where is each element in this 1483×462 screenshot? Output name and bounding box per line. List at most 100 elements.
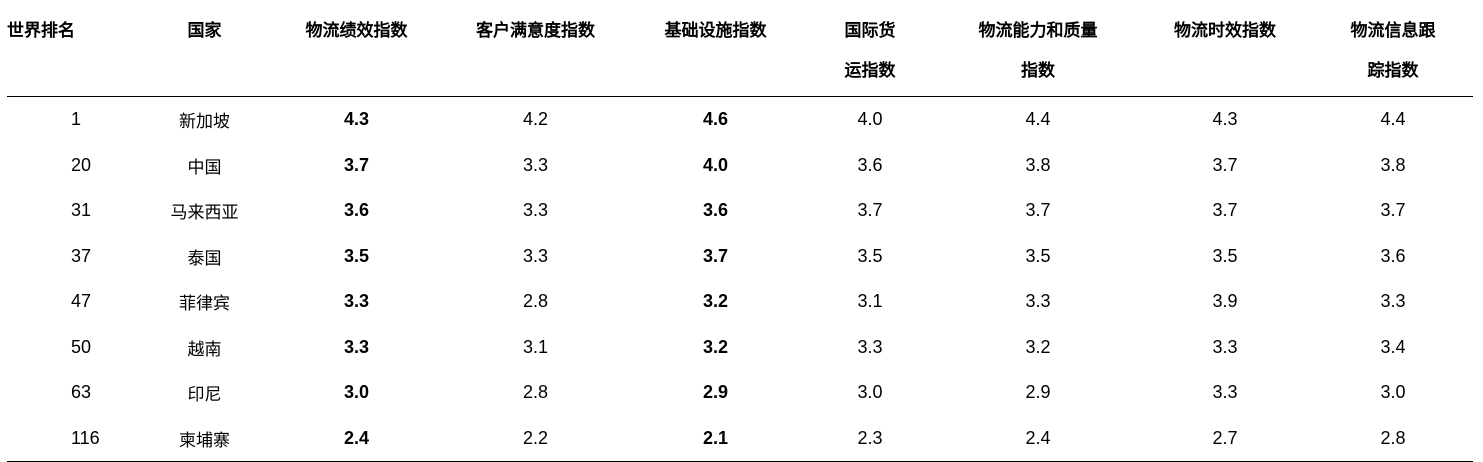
cell-country: 马来西亚 <box>170 203 239 224</box>
cell-timeliness: 4.3 <box>1212 109 1238 130</box>
cell-tracking: 3.4 <box>1380 336 1406 357</box>
cell-infrastructure: 3.7 <box>702 245 729 266</box>
header-infrastructure: 基础设施指数 <box>664 20 767 41</box>
cell-intl-shipments: 3.7 <box>857 200 883 221</box>
cell-rank: 47 <box>71 291 92 312</box>
cell-rank: 31 <box>71 200 92 221</box>
cell-lpi: 3.7 <box>343 154 370 175</box>
cell-customs: 2.8 <box>522 382 549 403</box>
cell-country: 新加坡 <box>179 112 230 133</box>
cell-customs: 3.1 <box>522 336 549 357</box>
cell-customs: 3.3 <box>522 154 549 175</box>
header-row: 世界排名 国家 物流绩效指数 客户满意度指数 基础设施指数 国际货 物流能力和质… <box>7 0 1473 56</box>
cell-timeliness: 2.7 <box>1137 415 1313 462</box>
cell-country: 越南 <box>187 339 222 360</box>
header-tracking-cont: 踪指数 <box>1313 56 1473 97</box>
table-row: 20 中国 3.7 3.3 4.0 3.6 3.8 3.7 3.8 <box>7 143 1473 189</box>
cell-lpi: 3.6 <box>343 200 370 221</box>
cell-lpi: 3.0 <box>343 382 370 403</box>
header-intl-shipments: 国际货 <box>844 20 896 41</box>
cell-country: 菲律宾 <box>179 294 230 315</box>
cell-tracking: 3.3 <box>1380 291 1406 312</box>
cell-rank: 63 <box>71 382 92 403</box>
cell-infrastructure: 3.6 <box>702 200 729 221</box>
header-country: 国家 <box>187 20 222 41</box>
cell-intl-shipments: 3.3 <box>857 336 883 357</box>
cell-tracking: 2.8 <box>1313 415 1473 462</box>
cell-timeliness: 3.9 <box>1212 291 1238 312</box>
cell-lpi: 3.3 <box>343 336 370 357</box>
cell-intl-shipments: 3.0 <box>857 382 883 403</box>
cell-rank: 20 <box>71 154 92 175</box>
cell-logistics-quality: 3.7 <box>1025 200 1051 221</box>
cell-logistics-quality: 3.8 <box>1025 154 1051 175</box>
cell-lpi: 4.3 <box>343 109 370 130</box>
cell-infrastructure: 3.2 <box>702 291 729 312</box>
cell-country: 中国 <box>187 157 222 178</box>
header-logistics-quality-cont: 指数 <box>939 56 1137 97</box>
cell-timeliness: 3.3 <box>1212 382 1238 403</box>
cell-rank: 37 <box>71 245 92 266</box>
cell-tracking: 3.7 <box>1380 200 1406 221</box>
header-empty <box>137 56 272 97</box>
cell-tracking: 3.6 <box>1380 245 1406 266</box>
cell-intl-shipments: 2.3 <box>801 415 939 462</box>
table-row: 37 泰国 3.5 3.3 3.7 3.5 3.5 3.5 3.6 <box>7 234 1473 280</box>
cell-logistics-quality: 3.5 <box>1025 245 1051 266</box>
header-tracking: 物流信息跟 <box>1350 20 1436 41</box>
table-header: 世界排名 国家 物流绩效指数 客户满意度指数 基础设施指数 国际货 物流能力和质… <box>7 0 1473 97</box>
table-row: 1 新加坡 4.3 4.2 4.6 4.0 4.4 4.3 4.4 <box>7 97 1473 143</box>
cell-country: 柬埔寨 <box>137 415 272 462</box>
table-row: 47 菲律宾 3.3 2.8 3.2 3.1 3.3 3.9 3.3 <box>7 279 1473 325</box>
cell-timeliness: 3.5 <box>1212 245 1238 266</box>
header-empty <box>1137 56 1313 97</box>
cell-infrastructure: 2.9 <box>702 382 729 403</box>
cell-tracking: 3.0 <box>1380 382 1406 403</box>
cell-customs: 2.2 <box>441 415 630 462</box>
header-timeliness: 物流时效指数 <box>1174 20 1276 41</box>
header-customs: 客户满意度指数 <box>476 20 595 41</box>
cell-tracking: 3.8 <box>1380 154 1406 175</box>
header-empty <box>441 56 630 97</box>
header-logistics-quality: 物流能力和质量 <box>978 20 1098 41</box>
cell-logistics-quality: 3.2 <box>1025 336 1051 357</box>
cell-infrastructure: 4.6 <box>702 109 729 130</box>
cell-lpi: 3.5 <box>343 245 370 266</box>
table-row: 31 马来西亚 3.6 3.3 3.6 3.7 3.7 3.7 3.7 <box>7 188 1473 234</box>
cell-logistics-quality: 3.3 <box>1025 291 1051 312</box>
header-empty <box>272 56 441 97</box>
cell-customs: 4.2 <box>522 109 549 130</box>
header-lpi: 物流绩效指数 <box>305 20 408 41</box>
cell-timeliness: 3.3 <box>1212 336 1238 357</box>
table-row: 50 越南 3.3 3.1 3.2 3.3 3.2 3.3 3.4 <box>7 325 1473 371</box>
header-rank: 世界排名 <box>7 20 75 41</box>
cell-logistics-quality: 4.4 <box>1025 109 1051 130</box>
cell-timeliness: 3.7 <box>1212 154 1238 175</box>
logistics-index-table: 世界排名 国家 物流绩效指数 客户满意度指数 基础设施指数 国际货 物流能力和质… <box>7 0 1473 462</box>
table-row: 116 柬埔寨 2.4 2.2 2.1 2.3 2.4 2.7 2.8 <box>7 415 1473 462</box>
header-row-continuation: 运指数 指数 踪指数 <box>7 56 1473 97</box>
header-intl-shipments-cont: 运指数 <box>801 56 939 97</box>
cell-country: 泰国 <box>187 248 222 269</box>
header-empty <box>7 56 137 97</box>
table-body: 1 新加坡 4.3 4.2 4.6 4.0 4.4 4.3 4.4 20 中国 3.7 3.3 4.0 3.… <box>7 97 1473 462</box>
cell-rank: 50 <box>71 336 92 357</box>
cell-customs: 2.8 <box>522 291 549 312</box>
cell-infrastructure: 2.1 <box>630 415 801 462</box>
cell-lpi: 3.3 <box>343 291 370 312</box>
table-row: 63 印尼 3.0 2.8 2.9 3.0 2.9 3.3 3.0 <box>7 370 1473 416</box>
cell-intl-shipments: 3.5 <box>857 245 883 266</box>
cell-infrastructure: 3.2 <box>702 336 729 357</box>
cell-infrastructure: 4.0 <box>702 154 729 175</box>
cell-logistics-quality: 2.4 <box>939 415 1137 462</box>
cell-customs: 3.3 <box>522 200 549 221</box>
cell-rank: 116 <box>7 415 137 462</box>
cell-lpi: 2.4 <box>272 415 441 462</box>
cell-tracking: 4.4 <box>1380 109 1406 130</box>
cell-timeliness: 3.7 <box>1212 200 1238 221</box>
cell-logistics-quality: 2.9 <box>1025 382 1051 403</box>
cell-intl-shipments: 3.6 <box>857 154 883 175</box>
cell-customs: 3.3 <box>522 245 549 266</box>
cell-intl-shipments: 3.1 <box>857 291 883 312</box>
